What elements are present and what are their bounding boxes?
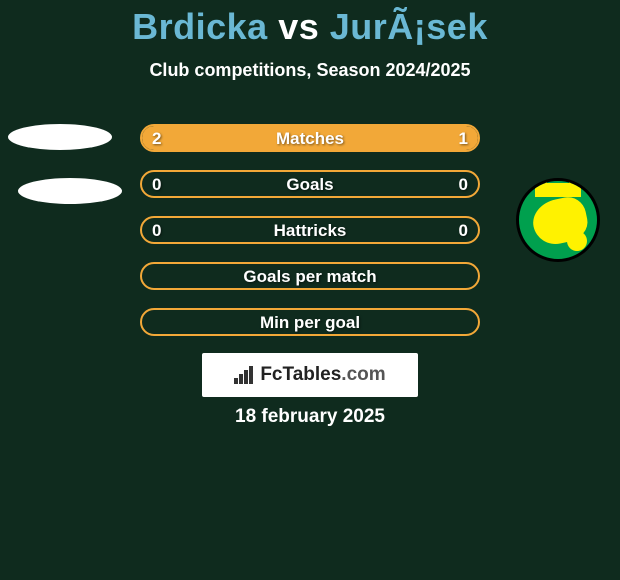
brand-text: FcTables.com xyxy=(260,364,385,386)
stat-label: Min per goal xyxy=(142,310,478,334)
vs-text: vs xyxy=(278,6,319,47)
stat-row: Goals per match xyxy=(140,262,480,290)
brand-name: FcTables xyxy=(260,364,341,385)
avatar-placeholder-ellipse xyxy=(18,178,122,204)
avatar-placeholder-ellipse xyxy=(8,124,112,150)
source-brand: FcTables.com xyxy=(202,353,418,397)
brand-bars-icon xyxy=(234,366,256,384)
stat-row: Min per goal xyxy=(140,308,480,336)
comparison-title: Brdicka vs JurÃ¡sek xyxy=(0,6,620,48)
player-b-name: JurÃ¡sek xyxy=(330,6,488,47)
club-crest-icon xyxy=(516,178,600,262)
stat-label: Goals per match xyxy=(142,264,478,288)
stat-label: Matches xyxy=(142,126,478,150)
stat-row: 00Goals xyxy=(140,170,480,198)
stat-row: 00Hattricks xyxy=(140,216,480,244)
date-footer: 18 february 2025 xyxy=(0,406,620,428)
player-a-name: Brdicka xyxy=(132,6,268,47)
stat-label: Hattricks xyxy=(142,218,478,242)
stat-row: 21Matches xyxy=(140,124,480,152)
stat-label: Goals xyxy=(142,172,478,196)
brand-suffix: .com xyxy=(341,364,385,385)
stats-comparison: 21Matches 00Goals 00Hattricks Goals per mat… xyxy=(140,124,480,354)
subtitle: Club competitions, Season 2024/2025 xyxy=(0,60,620,81)
